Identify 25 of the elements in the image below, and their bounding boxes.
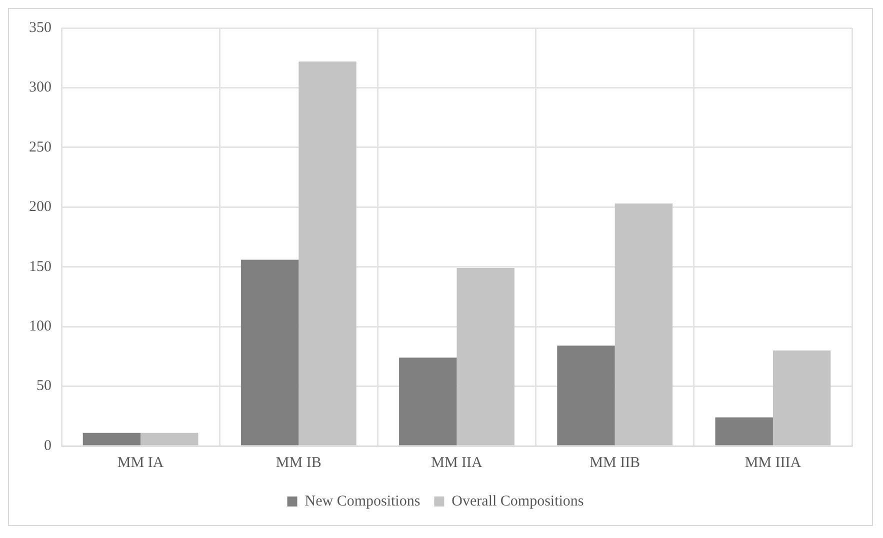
x-tick-label: MM IIB [590, 454, 640, 471]
x-tick-label: MM IA [117, 454, 164, 471]
bar [614, 204, 673, 446]
bar [140, 432, 198, 446]
y-tick-label: 200 [29, 199, 52, 216]
x-tick-label: MM IB [276, 454, 322, 471]
bar [715, 417, 773, 446]
y-tick-label: 100 [29, 318, 52, 335]
legend-label: New Compositions [304, 493, 420, 510]
y-tick-label: 250 [29, 139, 52, 156]
bar [399, 358, 457, 446]
bar [82, 432, 141, 446]
y-tick-label: 50 [36, 378, 52, 394]
legend-label: Overall Compositions [452, 493, 584, 510]
y-tick-label: 0 [44, 438, 52, 454]
x-tick-label: MM IIA [431, 454, 483, 471]
y-tick-label: 300 [29, 80, 52, 96]
bar [240, 260, 299, 446]
bar [456, 268, 514, 446]
x-tick-label: MM IIIA [744, 454, 802, 471]
y-tick-label: 350 [29, 20, 52, 36]
bar [557, 346, 615, 446]
bar [772, 350, 831, 446]
bar [298, 61, 356, 446]
y-tick-label: 150 [29, 258, 52, 275]
